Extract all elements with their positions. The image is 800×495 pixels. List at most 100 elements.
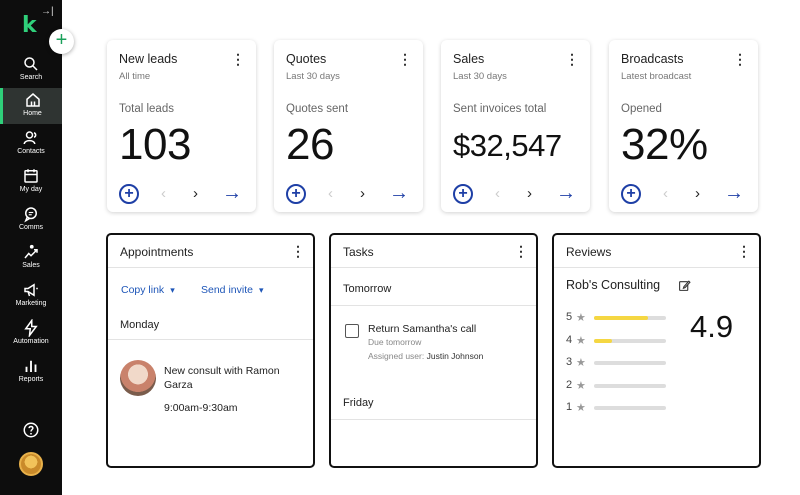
sidebar-item-sales[interactable]: Sales bbox=[0, 240, 62, 276]
chevron-right-icon[interactable]: › bbox=[360, 185, 365, 202]
add-new-button[interactable]: + bbox=[49, 29, 74, 54]
card-subtitle: Last 30 days bbox=[286, 71, 340, 82]
card-subtitle: Latest broadcast bbox=[621, 71, 692, 82]
rating-bar bbox=[594, 406, 666, 410]
add-icon[interactable]: + bbox=[453, 184, 473, 204]
more-options-icon[interactable]: ⋮ bbox=[514, 243, 528, 259]
panel-title: Tasks bbox=[343, 245, 374, 259]
metric-value: 103 bbox=[119, 120, 191, 169]
copy-link-button[interactable]: Copy link ▾ bbox=[121, 284, 175, 296]
chevron-left-icon[interactable]: ‹ bbox=[328, 185, 333, 202]
assignee-label: Assigned user: bbox=[368, 351, 425, 361]
rating-row-1: 1 ★ bbox=[566, 401, 676, 415]
sidebar-item-marketing[interactable]: Marketing bbox=[0, 278, 62, 314]
card-controls: + ‹ › → bbox=[286, 182, 413, 206]
more-options-icon[interactable]: ⋮ bbox=[398, 51, 412, 67]
rating-bar bbox=[594, 316, 666, 320]
sidebar-item-automation[interactable]: Automation bbox=[0, 316, 62, 352]
card-title: New leads bbox=[119, 52, 178, 66]
assignee-name: Justin Johnson bbox=[426, 351, 484, 361]
arrow-right-icon[interactable]: → bbox=[724, 182, 744, 204]
more-options-icon[interactable]: ⋮ bbox=[733, 51, 747, 67]
rating-row-2: 2 ★ bbox=[566, 379, 676, 393]
chevron-down-icon: ▾ bbox=[258, 285, 264, 295]
metric-label: Quotes sent bbox=[286, 103, 349, 115]
new-leads-card: New leads ⋮ All time Total leads 103 + ‹… bbox=[107, 40, 256, 212]
tasks-panel: Tasks ⋮ Tomorrow Return Samantha's call … bbox=[329, 233, 538, 468]
metric-label: Opened bbox=[621, 103, 662, 115]
sidebar-item-label: Search bbox=[19, 74, 43, 81]
more-options-icon[interactable]: ⋮ bbox=[565, 51, 579, 67]
chevron-right-icon[interactable]: › bbox=[193, 185, 198, 202]
keap-logo: k bbox=[22, 13, 37, 38]
more-options-icon[interactable]: ⋮ bbox=[291, 243, 305, 259]
sidebar-item-label: Sales bbox=[22, 262, 40, 269]
rating-stars-count: 1 bbox=[566, 401, 573, 413]
chevron-right-icon[interactable]: › bbox=[527, 185, 532, 202]
sidebar-item-contacts[interactable]: Contacts bbox=[0, 126, 62, 162]
rating-stars-count: 5 bbox=[566, 311, 573, 323]
rating-stars-count: 4 bbox=[566, 334, 573, 346]
collapse-sidebar-icon[interactable]: →| bbox=[41, 6, 54, 17]
more-options-icon[interactable]: ⋮ bbox=[231, 51, 245, 67]
sidebar-item-comms[interactable]: Comms bbox=[0, 202, 62, 238]
panel-title: Appointments bbox=[120, 245, 194, 259]
rating-row-3: 3 ★ bbox=[566, 356, 676, 370]
edit-icon[interactable] bbox=[678, 279, 691, 292]
sidebar-item-reports[interactable]: Reports bbox=[0, 354, 62, 390]
quotes-card: Quotes ⋮ Last 30 days Quotes sent 26 + ‹… bbox=[274, 40, 423, 212]
sidebar-item-my-day[interactable]: My day bbox=[0, 164, 62, 200]
star-icon: ★ bbox=[576, 380, 586, 392]
divider bbox=[331, 419, 536, 420]
chevron-right-icon[interactable]: › bbox=[695, 185, 700, 202]
task-checkbox[interactable] bbox=[345, 324, 359, 338]
chevron-down-icon: ▾ bbox=[170, 285, 175, 295]
help-icon[interactable] bbox=[22, 421, 40, 439]
arrow-right-icon[interactable]: → bbox=[556, 182, 576, 204]
card-controls: + ‹ › → bbox=[119, 182, 246, 206]
chevron-left-icon[interactable]: ‹ bbox=[495, 185, 500, 202]
chat-icon bbox=[24, 207, 37, 223]
appointment-title[interactable]: New consult with Ramon Garza bbox=[164, 365, 280, 391]
arrow-right-icon[interactable]: → bbox=[222, 182, 242, 204]
add-icon[interactable]: + bbox=[621, 184, 641, 204]
broadcasts-card: Broadcasts ⋮ Latest broadcast Opened 32%… bbox=[609, 40, 758, 212]
sidebar-item-label: Marketing bbox=[15, 300, 47, 307]
chevron-left-icon[interactable]: ‹ bbox=[663, 185, 668, 202]
day-heading: Friday bbox=[343, 397, 374, 409]
average-rating: 4.9 bbox=[690, 309, 734, 344]
chevron-left-icon[interactable]: ‹ bbox=[161, 185, 166, 202]
sidebar-item-label: Comms bbox=[18, 224, 44, 231]
day-heading: Monday bbox=[120, 319, 160, 331]
divider bbox=[554, 267, 759, 268]
star-icon: ★ bbox=[576, 357, 586, 369]
card-subtitle: All time bbox=[119, 71, 151, 82]
add-icon[interactable]: + bbox=[119, 184, 139, 204]
metric-label: Total leads bbox=[119, 103, 174, 115]
send-invite-button[interactable]: Send invite ▾ bbox=[201, 284, 263, 296]
star-icon: ★ bbox=[576, 312, 586, 324]
more-options-icon[interactable]: ⋮ bbox=[737, 243, 751, 259]
rating-bar-fill bbox=[594, 316, 648, 320]
panel-title: Reviews bbox=[566, 245, 612, 259]
task-due: Due tomorrow bbox=[368, 337, 422, 347]
task-title[interactable]: Return Samantha's call bbox=[368, 323, 477, 335]
rating-row-5: 5 ★ bbox=[566, 311, 676, 325]
add-icon[interactable]: + bbox=[286, 184, 306, 204]
sidebar: k →| Search Home Contacts My day Comms S… bbox=[0, 0, 62, 495]
rating-bar bbox=[594, 339, 666, 343]
appointments-panel: Appointments ⋮ Copy link ▾ Send invite ▾ M… bbox=[106, 233, 315, 468]
metric-value: 26 bbox=[286, 120, 334, 169]
metric-value: 32% bbox=[621, 120, 708, 169]
rating-bar bbox=[594, 361, 666, 365]
task-assignee: Assigned user: Justin Johnson bbox=[368, 351, 483, 361]
reviews-panel: Reviews ⋮ Rob's Consulting 5 ★ 4 ★ 3 ★ 2… bbox=[552, 233, 761, 468]
rating-bar-fill bbox=[594, 339, 612, 343]
arrow-right-icon[interactable]: → bbox=[389, 182, 409, 204]
sidebar-item-search[interactable]: Search bbox=[0, 52, 62, 88]
home-icon bbox=[25, 93, 40, 107]
user-avatar[interactable] bbox=[19, 452, 43, 476]
sidebar-item-home[interactable]: Home bbox=[0, 88, 62, 124]
divider bbox=[331, 267, 536, 268]
card-controls: + ‹ › → bbox=[453, 182, 580, 206]
